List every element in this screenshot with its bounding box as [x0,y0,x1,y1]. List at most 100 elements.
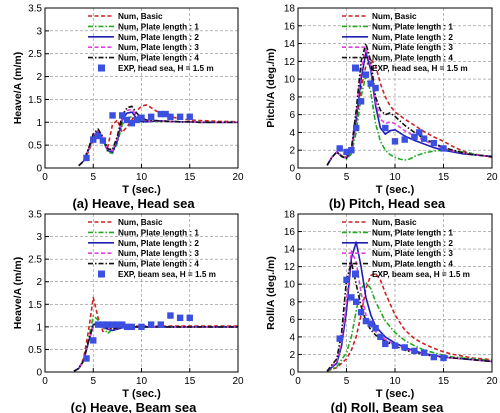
x-tick-label: 5 [90,172,96,183]
data-point [440,354,447,362]
y-tick-label: 6 [289,315,295,326]
legend-label: Num, Plate length : 4 [118,54,199,63]
x-tick-label: 0 [42,376,48,387]
data-point [176,314,184,322]
series-line-0 [326,272,493,372]
data-point [119,321,126,328]
data-point [83,355,90,362]
y-axis-label: Heave/A (m/m) [12,52,24,125]
data-point [94,132,102,140]
chart-panel-2: 0 5 10 15 20 0 0.5 1 1.5 2 2.5 3 3.5 T (sec.) Heave/A … [12,210,244,413]
y-tick-label: 3.5 [28,4,42,15]
y-tick-label: 0 [289,368,295,379]
data-point [430,353,437,361]
y-tick-label: 2.5 [28,49,42,60]
data-point [119,112,126,119]
data-point [157,110,164,118]
legend-label: EXP, beam sea, H = 1.5 m [372,270,470,279]
x-tick-label: 0 [42,172,48,183]
data-point [186,314,193,322]
y-tick-label: 14 [284,39,296,50]
data-point [348,294,355,301]
legend-label: Num, Plate length : 2 [372,239,453,248]
data-point [391,342,399,349]
x-tick-label: 10 [136,172,148,183]
data-point [167,113,174,120]
data-point [90,337,97,344]
panel-caption: (c) Heave, Beam sea [71,400,198,413]
y-tick-label: 1 [36,322,42,333]
legend-label: Num, Plate length : 2 [372,33,453,42]
x-tick-label: 20 [232,172,244,183]
y-tick-label: 6 [289,110,295,121]
data-point [382,340,389,348]
legend-marker [98,270,105,278]
y-tick-label: 2.5 [28,255,42,266]
y-tick-label: 2 [36,72,42,83]
data-point [133,116,140,124]
x-tick-label: 15 [184,376,196,387]
data-point [147,113,155,120]
legend-label: Num, Plate length : 4 [372,54,453,63]
legend-label: Num, Plate length : 3 [118,43,199,52]
data-point [186,113,193,120]
x-tick-label: 10 [389,376,401,387]
data-point [123,116,131,124]
y-tick-label: 1 [36,118,42,129]
y-tick-label: 10 [284,75,296,86]
y-axis-label: Roll/A (deg./m) [265,256,277,330]
x-axis-label: T (sec.) [122,388,161,400]
y-tick-label: 18 [284,4,296,15]
legend-label: Num, Basic [372,12,417,21]
y-tick-label: 0.5 [28,141,42,152]
y-tick-label: 3.5 [28,210,42,221]
data-point [99,137,107,144]
data-point [367,80,374,87]
x-tick-label: 5 [90,376,96,387]
y-tick-label: 0 [36,164,42,175]
x-tick-label: 0 [295,376,301,387]
x-tick-label: 0 [295,172,301,183]
y-tick-label: 1.5 [28,300,42,311]
data-point [372,84,379,92]
data-point [104,321,111,328]
y-tick-label: 1.5 [28,95,42,106]
y-axis-label: Heave/A (m/m) [12,257,24,330]
x-axis-label: T (sec.) [376,184,415,196]
data-point [420,349,428,356]
legend-label: Num, Plate length : 2 [118,33,199,42]
chart-panel-3: 0 5 10 15 20 0 2 4 6 8 10 12 14 16 18 T (sec.) Roll/A (d… [265,210,498,413]
legend-label: Num, Basic [118,12,163,21]
series-line-1 [326,281,493,372]
data-point [353,124,360,132]
x-tick-label: 20 [486,376,498,387]
legend-label: Num, Plate length : 1 [118,22,199,31]
data-point [343,276,350,284]
y-tick-label: 0 [36,368,42,379]
data-point [420,135,428,142]
series-line-4 [73,322,238,372]
y-axis-label: Pitch/A (deg./m) [265,48,277,128]
data-point [162,110,169,118]
data-point [336,145,343,152]
legend-label: Num, Plate length : 4 [118,260,199,269]
data-point [167,312,174,319]
legend-label: Num, Plate length : 3 [372,43,453,52]
legend-label: Num, Plate length : 3 [372,249,453,258]
data-point [382,124,389,132]
data-point [411,347,418,355]
data-point [357,98,365,105]
data-point [138,323,145,331]
series-line-2 [73,323,238,372]
data-point [336,335,343,342]
y-tick-label: 16 [284,227,296,238]
data-point [343,148,350,156]
y-tick-label: 3 [36,232,42,243]
y-tick-label: 0 [289,164,295,175]
x-tick-label: 10 [389,172,401,183]
legend-marker [352,64,359,72]
legend-label: Num, Plate length : 2 [118,239,199,248]
